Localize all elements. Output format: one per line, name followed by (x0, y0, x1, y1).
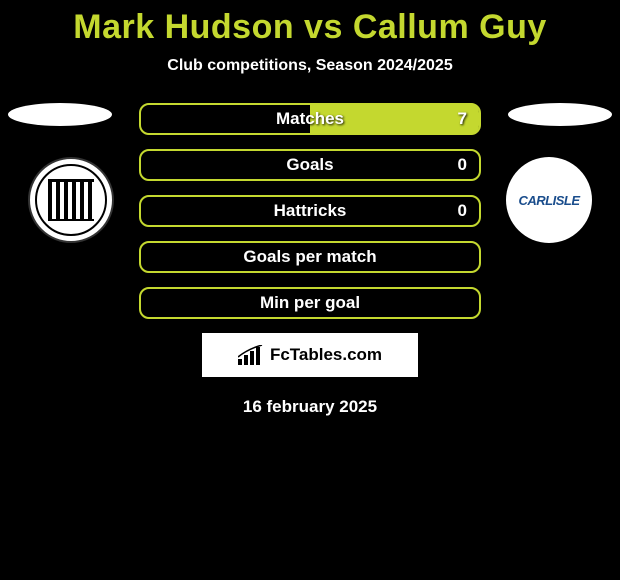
stat-label: Min per goal (260, 293, 360, 313)
comparison-infographic: Mark Hudson vs Callum Guy Club competiti… (0, 0, 620, 580)
stat-label: Goals per match (243, 247, 376, 267)
logo-text: FcTables.com (270, 345, 382, 365)
bar-chart-icon (238, 345, 264, 365)
stat-value-right: 0 (458, 201, 467, 221)
right-team-badge: CARLISLE (506, 157, 592, 243)
right-player-marker (508, 103, 612, 126)
stat-label: Goals (286, 155, 333, 175)
stat-value-right: 0 (458, 155, 467, 175)
stat-rows: Matches 7 Goals 0 Hattricks 0 Goals per … (139, 103, 481, 319)
stat-row-goals: Goals 0 (139, 149, 481, 181)
source-logo: FcTables.com (202, 333, 418, 377)
page-title: Mark Hudson vs Callum Guy (0, 8, 620, 47)
stat-row-goals-per-match: Goals per match (139, 241, 481, 273)
date: 16 february 2025 (0, 397, 620, 417)
subtitle: Club competitions, Season 2024/2025 (0, 57, 620, 75)
stat-label: Matches (276, 109, 344, 129)
stats-area: CARLISLE Matches 7 Goals 0 Hattricks 0 G… (0, 103, 620, 319)
stat-value-right: 7 (458, 109, 467, 129)
stat-row-min-per-goal: Min per goal (139, 287, 481, 319)
stat-row-hattricks: Hattricks 0 (139, 195, 481, 227)
right-team-badge-text: CARLISLE (519, 193, 580, 208)
left-player-marker (8, 103, 112, 126)
stat-label: Hattricks (274, 201, 347, 221)
left-team-badge-inner (35, 164, 107, 236)
stat-row-matches: Matches 7 (139, 103, 481, 135)
striped-shield-icon (48, 179, 94, 221)
left-team-badge (28, 157, 114, 243)
